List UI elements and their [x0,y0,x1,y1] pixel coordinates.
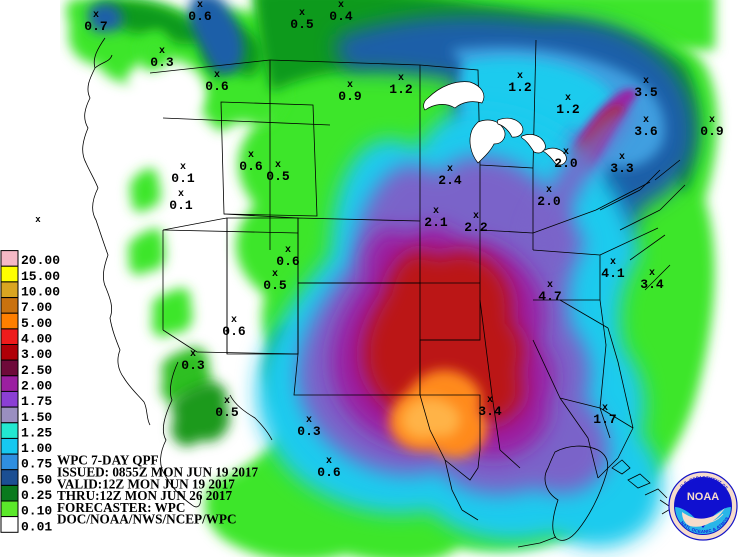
svg-text:15.00: 15.00 [21,269,60,284]
svg-text:1.2: 1.2 [508,80,532,95]
svg-text:0.5: 0.5 [263,278,287,293]
svg-text:3.4: 3.4 [478,404,502,419]
svg-text:x: x [35,215,41,225]
svg-text:0.01: 0.01 [21,519,52,534]
svg-text:4.7: 4.7 [538,289,561,304]
svg-text:2.4: 2.4 [438,173,462,188]
svg-text:1.25: 1.25 [21,425,52,440]
svg-text:DOC/NOAA/NWS/NCEP/WPC: DOC/NOAA/NWS/NCEP/WPC [57,512,237,527]
svg-text:2.1: 2.1 [424,215,448,230]
svg-text:0.3: 0.3 [297,424,321,439]
svg-text:0.5: 0.5 [266,169,290,184]
svg-text:0.4: 0.4 [329,9,353,24]
svg-text:2.2: 2.2 [464,220,488,235]
svg-text:0.5: 0.5 [290,17,314,32]
svg-text:0.75: 0.75 [21,457,52,472]
svg-text:0.1: 0.1 [171,171,195,186]
svg-text:1.50: 1.50 [21,410,52,425]
svg-text:0.6: 0.6 [276,254,300,269]
svg-text:2.0: 2.0 [554,156,578,171]
svg-text:0.9: 0.9 [700,124,724,139]
svg-text:3.00: 3.00 [21,347,52,362]
svg-text:10.00: 10.00 [21,285,60,300]
svg-text:0.1: 0.1 [169,198,193,213]
svg-text:2.00: 2.00 [21,378,52,393]
svg-text:5.00: 5.00 [21,316,52,331]
svg-text:20.00: 20.00 [21,253,60,268]
svg-text:1.75: 1.75 [21,394,52,409]
svg-text:1.7: 1.7 [593,412,616,427]
svg-text:2.50: 2.50 [21,363,52,378]
svg-text:2.0: 2.0 [537,194,561,209]
svg-text:0.6: 0.6 [317,465,341,480]
svg-text:3.5: 3.5 [634,85,658,100]
svg-text:0.6: 0.6 [222,324,246,339]
svg-text:0.10: 0.10 [21,504,52,519]
svg-text:0.25: 0.25 [21,488,52,503]
svg-text:0.6: 0.6 [188,9,212,24]
svg-text:1.00: 1.00 [21,441,52,456]
svg-text:3.4: 3.4 [640,277,664,292]
svg-text:0.3: 0.3 [181,358,205,373]
svg-text:1.2: 1.2 [389,82,413,97]
svg-text:0.5: 0.5 [215,405,239,420]
svg-text:7.00: 7.00 [21,300,52,315]
svg-text:0.6: 0.6 [205,79,229,94]
svg-text:0.6: 0.6 [239,159,263,174]
svg-text:0.3: 0.3 [150,55,174,70]
svg-text:0.9: 0.9 [338,89,362,104]
svg-text:0.50: 0.50 [21,472,52,487]
svg-text:3.3: 3.3 [610,161,634,176]
svg-text:3.6: 3.6 [634,124,658,139]
svg-text:0.7: 0.7 [84,19,107,34]
svg-text:4.1: 4.1 [601,266,625,281]
svg-text:4.00: 4.00 [21,332,52,347]
svg-text:1.2: 1.2 [556,102,580,117]
svg-text:NOAA: NOAA [687,491,719,503]
